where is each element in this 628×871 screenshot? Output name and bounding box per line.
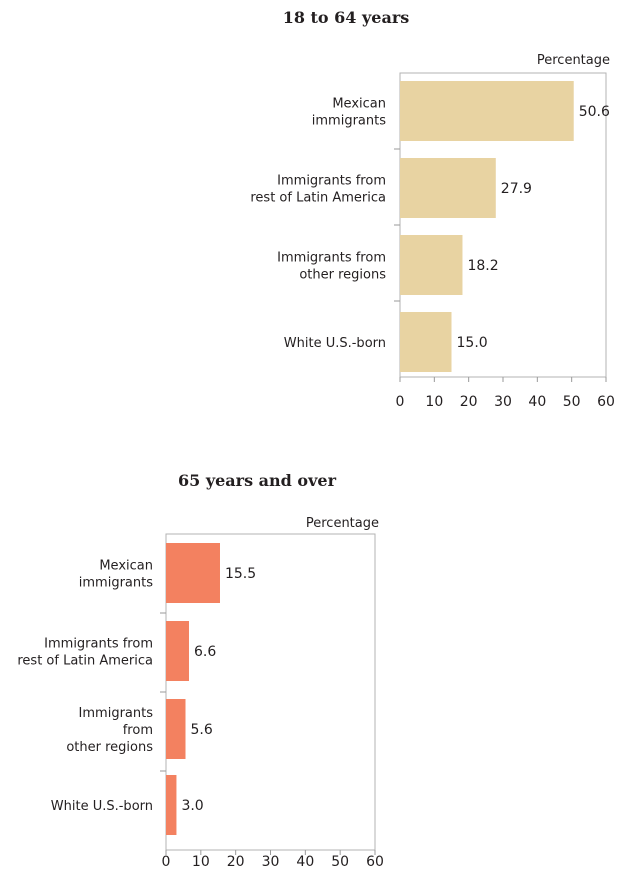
- x-tick-label: 20: [227, 854, 245, 870]
- x-tick-label: 40: [528, 394, 546, 410]
- x-tick-label: 10: [425, 394, 443, 410]
- category-label: Mexican immigrants: [312, 97, 386, 129]
- category-label-line: from: [123, 723, 153, 738]
- category-label: Immigrants from other regions: [66, 706, 153, 755]
- category-label-line: Immigrants: [79, 706, 154, 721]
- category-label: Immigrants from rest of Latin America: [250, 174, 386, 206]
- category-label-line: immigrants: [79, 576, 153, 591]
- bar: [400, 235, 463, 295]
- category-label-line: other regions: [66, 740, 153, 755]
- category-label: White U.S.-born: [284, 336, 386, 351]
- category-label-line: rest of Latin America: [17, 654, 153, 669]
- x-tick-label: 60: [366, 854, 384, 870]
- category-label-line: Mexican: [332, 97, 386, 112]
- data-label: 5.6: [191, 722, 213, 738]
- category-label: Immigrants from rest of Latin America: [17, 637, 153, 669]
- bar: [166, 775, 177, 835]
- category-label-line: Immigrants from: [44, 637, 153, 652]
- bar: [400, 312, 452, 372]
- category-label-line: Immigrants from: [277, 174, 386, 189]
- x-tick-label: 60: [597, 394, 615, 410]
- x-tick-label: 10: [192, 854, 210, 870]
- axis-unit-label: Percentage: [306, 516, 379, 531]
- category-label-line: White U.S.-born: [284, 336, 386, 351]
- bar: [166, 699, 186, 759]
- chart-title: 65 years and over: [178, 471, 337, 490]
- x-tick-label: 20: [460, 394, 478, 410]
- x-tick-label: 0: [396, 394, 405, 410]
- data-label: 3.0: [181, 798, 203, 814]
- bar: [400, 158, 496, 218]
- data-label: 15.5: [225, 566, 256, 582]
- category-label-line: other regions: [299, 268, 386, 283]
- chart-65-and-over: 65 years and over Percentage 15.5 Mexican im…: [17, 471, 384, 870]
- x-tick-label: 0: [162, 854, 171, 870]
- x-tick-label: 50: [331, 854, 349, 870]
- category-label-line: Mexican: [99, 559, 153, 574]
- category-label: Immigrants from other regions: [277, 251, 386, 283]
- data-label: 18.2: [467, 258, 498, 274]
- axis-unit-label: Percentage: [537, 53, 610, 68]
- x-tick-label: 30: [262, 854, 280, 870]
- data-label: 15.0: [457, 335, 488, 351]
- bar: [400, 81, 574, 141]
- data-label: 6.6: [194, 644, 216, 660]
- x-tick-label: 40: [296, 854, 314, 870]
- bar: [166, 543, 220, 603]
- chart-18-to-64: 18 to 64 years Percentage 50.6 Mexican immig…: [250, 8, 615, 410]
- bar: [166, 621, 189, 681]
- category-label-line: White U.S.-born: [51, 799, 153, 814]
- x-tick-label: 30: [494, 394, 512, 410]
- category-label: White U.S.-born: [51, 799, 153, 814]
- data-label: 27.9: [501, 181, 532, 197]
- category-label-line: immigrants: [312, 114, 386, 129]
- x-tick-label: 50: [563, 394, 581, 410]
- category-label-line: Immigrants from: [277, 251, 386, 266]
- category-label: Mexican immigrants: [79, 559, 153, 591]
- category-label-line: rest of Latin America: [250, 191, 386, 206]
- data-label: 50.6: [579, 104, 610, 120]
- chart-title: 18 to 64 years: [283, 8, 410, 27]
